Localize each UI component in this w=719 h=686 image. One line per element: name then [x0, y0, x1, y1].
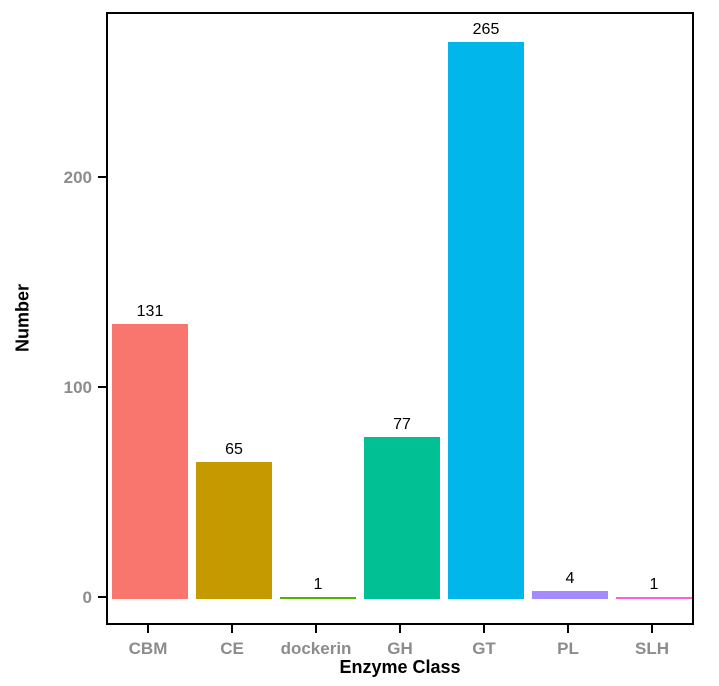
bar-value-label-GH: 77 [393, 416, 411, 434]
x-axis-tick-PL [567, 625, 569, 633]
bar-value-label-GT: 265 [472, 20, 500, 38]
x-axis-tick-SLH [651, 625, 653, 633]
bar-SLH [616, 597, 692, 600]
x-axis-tick-GH [399, 625, 401, 633]
bar-value-label-dockerin: 1 [313, 576, 323, 594]
x-tick-label-CE: CE [220, 639, 244, 658]
bar-CE [196, 462, 272, 600]
x-axis-tick-GT [483, 625, 485, 633]
bar-GH [364, 437, 440, 600]
x-tick-label-dockerin: dockerin [280, 639, 352, 658]
y-axis-tick-200 [98, 175, 106, 178]
x-axis-title: Enzyme Class [339, 657, 461, 677]
y-tick-label-100: 100 [63, 377, 92, 397]
bar-dockerin [280, 597, 356, 600]
y-tick-label-200: 200 [63, 167, 92, 187]
x-tick-label-GH: GH [387, 639, 413, 658]
y-axis-title: Number [12, 283, 33, 352]
plot-panel: 131 65 1 77 265 4 1 [106, 12, 694, 625]
x-axis-tick-CE [231, 625, 233, 633]
x-axis-tick-dockerin [315, 625, 317, 633]
x-tick-label-SLH: SLH [635, 639, 669, 658]
bar-value-label-SLH: 1 [649, 576, 659, 594]
y-axis-tick-0 [98, 596, 106, 599]
bar-GT [448, 41, 524, 600]
x-tick-label-GT: GT [472, 639, 496, 658]
bar-value-label-CE: 65 [225, 441, 243, 459]
x-tick-label-CBM: CBM [128, 639, 168, 658]
bar-value-label-PL: 4 [565, 569, 575, 587]
bar-value-label-CBM: 131 [136, 302, 164, 320]
y-axis-tick-100 [98, 385, 106, 388]
x-axis-tick-CBM [147, 625, 149, 633]
bar-PL [532, 590, 608, 600]
x-tick-label-PL: PL [557, 639, 579, 658]
y-tick-label-0: 0 [82, 588, 92, 608]
bar-CBM [112, 323, 188, 600]
